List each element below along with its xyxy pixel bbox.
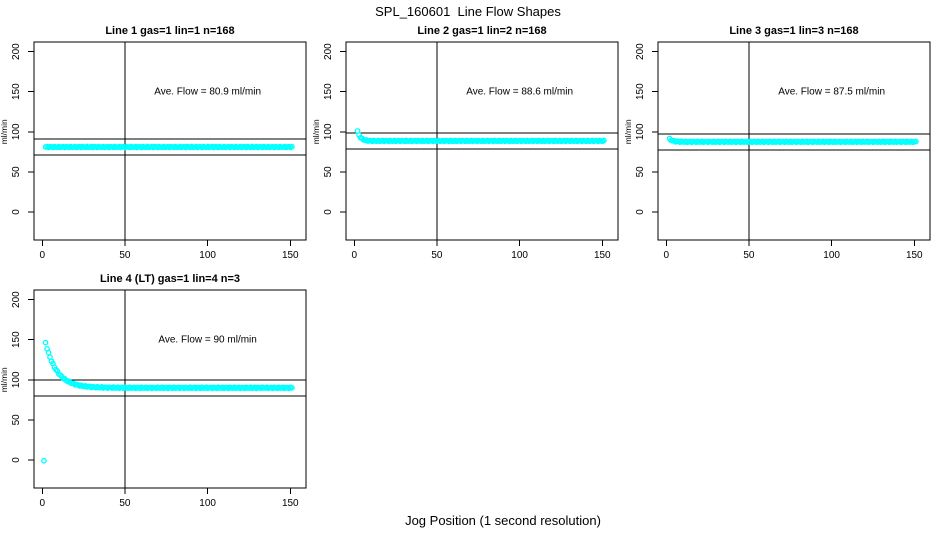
data-point (42, 339, 49, 346)
y-tick-label: 50 (323, 166, 334, 178)
data-point (289, 385, 295, 391)
x-tick-label: 0 (663, 250, 669, 261)
x-tick-label: 100 (511, 250, 528, 261)
y-axis-title: ml/min (312, 119, 321, 144)
x-tick-label: 100 (199, 250, 216, 261)
y-tick-label: 100 (323, 123, 334, 140)
subplot-canvas: Line 1 gas=1 lin=1 n=168 0 50 100 150 0 50 100 1… (0, 25, 307, 261)
x-tick-label: 0 (351, 250, 357, 261)
subplot-canvas: Line 2 gas=1 lin=2 n=168 0 50 100 150 0 50 100 1… (311, 25, 619, 261)
plot-box (345, 41, 619, 241)
plot-box (657, 41, 931, 241)
x-tick-label: 150 (906, 250, 923, 261)
y-tick-label: 150 (11, 331, 22, 348)
subplot-canvas: Line 3 gas=1 lin=3 n=168 0 50 100 150 0 50 100 1… (623, 25, 931, 261)
x-tick-label: 150 (594, 250, 611, 261)
x-tick-label: 0 (39, 250, 45, 261)
x-tick-label: 50 (743, 250, 755, 261)
ave-flow-label: Ave. Flow = 88.6 ml/min (466, 87, 573, 98)
x-tick-label: 0 (39, 498, 45, 509)
x-tick-label: 50 (431, 250, 443, 261)
y-tick-label: 150 (11, 83, 22, 100)
y-tick-label: 150 (323, 83, 334, 100)
x-tick-label: 150 (282, 498, 299, 509)
figure-title: SPL_160601 Line Flow Shapes (375, 4, 561, 19)
y-tick-label: 200 (635, 43, 646, 60)
ave-flow-label: Ave. Flow = 87.5 ml/min (778, 87, 885, 98)
subplot-line-4: Line 4 (LT) gas=1 lin=4 n=3 0 50 100 150 0 50 1… (0, 268, 312, 518)
y-tick-label: 0 (11, 457, 22, 463)
y-tick-label: 200 (323, 43, 334, 60)
y-tick-label: 200 (11, 43, 22, 60)
x-tick-label: 150 (282, 250, 299, 261)
data-point (913, 138, 919, 145)
outlier-point (41, 457, 47, 464)
y-axis-title: ml/min (0, 119, 9, 144)
ave-flow-label: Ave. Flow = 90 ml/min (158, 335, 256, 346)
y-tick-label: 50 (635, 166, 646, 178)
y-axis-title: ml/min (624, 119, 633, 144)
subplot-title: Line 1 gas=1 lin=1 n=168 (105, 25, 234, 37)
x-tick-label: 100 (823, 250, 840, 261)
subplot-line-2: Line 2 gas=1 lin=2 n=168 0 50 100 150 0 50 100 1… (311, 20, 624, 270)
x-tick-label: 50 (119, 250, 131, 261)
subplot-title: Line 4 (LT) gas=1 lin=4 n=3 (100, 273, 240, 285)
y-tick-label: 200 (11, 291, 22, 308)
y-tick-label: 50 (11, 414, 22, 426)
data-point (289, 143, 295, 150)
plot-box (33, 41, 307, 241)
subplot-title: Line 3 gas=1 lin=3 n=168 (729, 25, 858, 37)
y-tick-label: 0 (323, 209, 334, 215)
subplot-line-3: Line 3 gas=1 lin=3 n=168 0 50 100 150 0 50 100 1… (623, 20, 936, 270)
y-tick-label: 100 (635, 123, 646, 140)
data-point (601, 137, 607, 144)
ave-flow-label: Ave. Flow = 80.9 ml/min (154, 87, 261, 98)
y-tick-label: 50 (11, 166, 22, 178)
y-tick-label: 100 (11, 123, 22, 140)
x-tick-label: 50 (119, 498, 131, 509)
y-tick-label: 0 (635, 209, 646, 215)
subplot-canvas: Line 4 (LT) gas=1 lin=4 n=3 0 50 100 150 0 50 1… (0, 273, 307, 509)
y-tick-label: 150 (635, 83, 646, 100)
y-axis-title: ml/min (0, 367, 9, 392)
y-tick-label: 100 (11, 371, 22, 388)
subplot-line-1: Line 1 gas=1 lin=1 n=168 0 50 100 150 0 50 100 1… (0, 20, 312, 270)
plot-box (33, 289, 307, 489)
x-axis-label: Jog Position (1 second resolution) (405, 513, 601, 528)
y-tick-label: 0 (11, 209, 22, 215)
x-tick-label: 100 (199, 498, 216, 509)
subplot-title: Line 2 gas=1 lin=2 n=168 (417, 25, 546, 37)
